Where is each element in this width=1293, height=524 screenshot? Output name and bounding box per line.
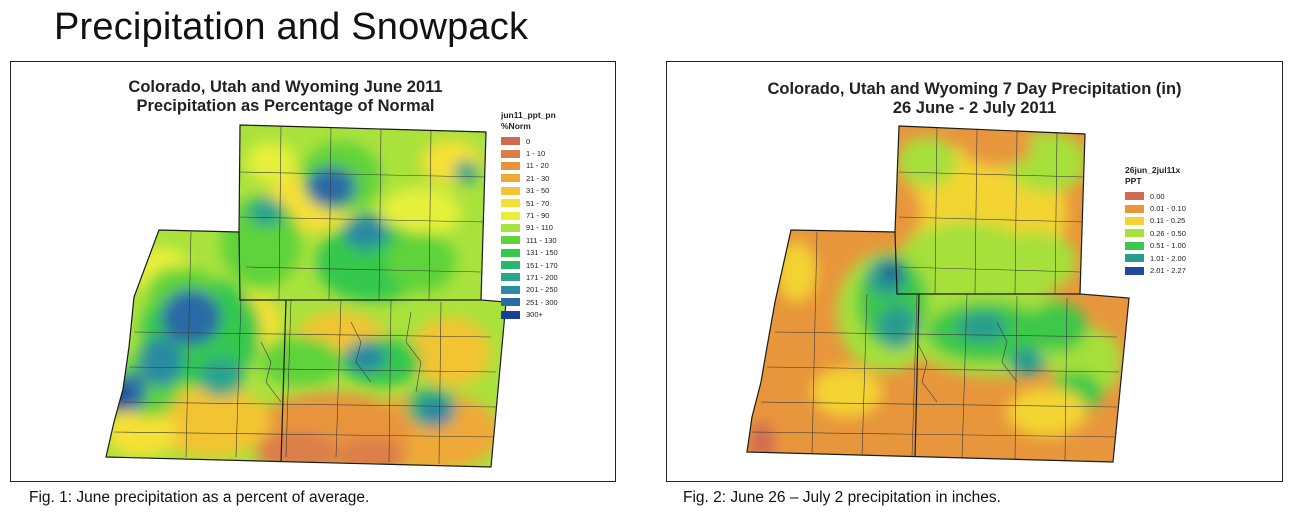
figure-1-legend: jun11_ppt_pn %Norm 0 1 - 10 11 - 20 21 - 30… [501, 110, 558, 321]
legend-item: 111 - 130 [501, 234, 558, 246]
legend-swatch [501, 223, 520, 232]
precip-inches-raster [747, 126, 1129, 462]
legend-label: 300+ [526, 310, 543, 320]
figure-2-title: Colorado, Utah and Wyoming 7 Day Precipi… [707, 80, 1242, 118]
legend-label: 2.01 - 2.27 [1150, 266, 1186, 276]
legend-item: 1.01 - 2.00 [1125, 252, 1186, 264]
legend-item: 0.00 [1125, 190, 1186, 202]
legend-swatch [501, 273, 520, 282]
legend-swatch [501, 137, 520, 146]
legend-label: 111 - 130 [526, 235, 557, 245]
legend-label: 11 - 20 [526, 161, 549, 171]
legend-swatch [501, 161, 520, 170]
legend-item: 71 - 90 [501, 209, 558, 221]
legend-swatch [501, 211, 520, 220]
figure-2-title-line-2: 26 June - 2 July 2011 [892, 99, 1057, 117]
legend-item: 2.01 - 2.27 [1125, 264, 1186, 276]
legend-swatch [501, 236, 520, 245]
legend-item: 51 - 70 [501, 197, 558, 209]
precip-percent-raster [106, 125, 506, 467]
county-boundaries [113, 125, 497, 465]
figure-2-title-line-1: Colorado, Utah and Wyoming 7 Day Precipi… [767, 80, 1182, 98]
legend-item: 300+ [501, 308, 558, 320]
legend-item: 91 - 110 [501, 222, 558, 234]
legend-item: 21 - 30 [501, 172, 558, 184]
legend-label: 151 - 170 [526, 260, 558, 270]
figure-1-panel: Colorado, Utah and Wyoming June 2011 Pre… [10, 61, 616, 482]
legend-item: 0.26 - 0.50 [1125, 227, 1186, 239]
legend-label: 0 [526, 136, 531, 146]
legend-swatch [1125, 266, 1144, 275]
figure-1-title: Colorado, Utah and Wyoming June 2011 Pre… [11, 78, 560, 116]
figure-1-caption: Fig. 1: June precipitation as a percent … [29, 489, 370, 506]
legend-swatch [501, 310, 520, 319]
legend-item: 251 - 300 [501, 296, 558, 308]
legend-item: 201 - 250 [501, 284, 558, 296]
legend-label: 21 - 30 [526, 173, 550, 183]
legend-label: 0.26 - 0.50 [1150, 228, 1186, 238]
figure-1-title-line-1: Colorado, Utah and Wyoming June 2011 [128, 78, 443, 96]
legend-label: 1.01 - 2.00 [1150, 253, 1186, 263]
state-borders [894, 231, 1080, 458]
legend-swatch [1125, 204, 1144, 213]
legend-item: 131 - 150 [501, 247, 558, 259]
slide-title: Precipitation and Snowpack [54, 6, 529, 48]
figure-2-legend: 26jun_2jul11x PPT 0.00 0.01 - 0.10 0.11 - … [1125, 165, 1186, 277]
legend-label: 71 - 90 [526, 211, 550, 221]
state-borders [238, 231, 481, 463]
legend-item: 11 - 20 [501, 160, 558, 172]
figure-1-map [105, 124, 507, 468]
legend-swatch [501, 174, 520, 183]
legend-label: 31 - 50 [526, 186, 550, 196]
legend-label: 1 - 10 [526, 149, 546, 159]
legend-item: 31 - 50 [501, 185, 558, 197]
legend-swatch [1125, 241, 1144, 250]
legend-label: 251 - 300 [526, 297, 558, 307]
legend-item: 171 - 200 [501, 271, 558, 283]
legend-subtitle: %Norm [501, 121, 531, 131]
legend-title: 26jun_2jul11x [1125, 165, 1181, 175]
figure-2-map [746, 125, 1130, 463]
legend-label: 0.00 [1150, 191, 1165, 201]
legend-swatch [1125, 216, 1144, 225]
legend-subtitle: PPT [1125, 176, 1142, 186]
legend-label: 91 - 110 [526, 223, 553, 233]
legend-item: 0.01 - 0.10 [1125, 202, 1186, 214]
legend-label: 0.11 - 0.25 [1150, 216, 1186, 226]
figure-2-caption: Fig. 2: June 26 – July 2 precipitation i… [683, 489, 1001, 506]
legend-title: jun11_ppt_pn [501, 110, 556, 120]
legend-item: 0.11 - 0.25 [1125, 215, 1186, 227]
legend-label: 201 - 250 [526, 285, 558, 295]
legend-swatch [501, 248, 520, 257]
legend-label: 51 - 70 [526, 198, 550, 208]
legend-swatch [501, 199, 520, 208]
legend-swatch [1125, 254, 1144, 263]
legend-item: 0 [501, 135, 558, 147]
legend-label: 0.01 - 0.10 [1150, 204, 1186, 214]
legend-swatch [501, 285, 520, 294]
figure-2-panel: Colorado, Utah and Wyoming 7 Day Precipi… [666, 61, 1283, 482]
legend-swatch [1125, 192, 1144, 201]
legend-item: 0.51 - 1.00 [1125, 240, 1186, 252]
figure-1-title-line-2: Precipitation as Percentage of Normal [136, 97, 435, 115]
legend-item: 151 - 170 [501, 259, 558, 271]
legend-item: 1 - 10 [501, 147, 558, 159]
legend-swatch [501, 261, 520, 270]
legend-swatch [1125, 229, 1144, 238]
legend-swatch [501, 298, 520, 307]
legend-label: 131 - 150 [526, 248, 558, 258]
legend-swatch [501, 186, 520, 195]
county-boundaries [751, 126, 1120, 462]
legend-swatch [501, 149, 520, 158]
legend-label: 171 - 200 [526, 272, 558, 282]
legend-label: 0.51 - 1.00 [1150, 241, 1186, 251]
